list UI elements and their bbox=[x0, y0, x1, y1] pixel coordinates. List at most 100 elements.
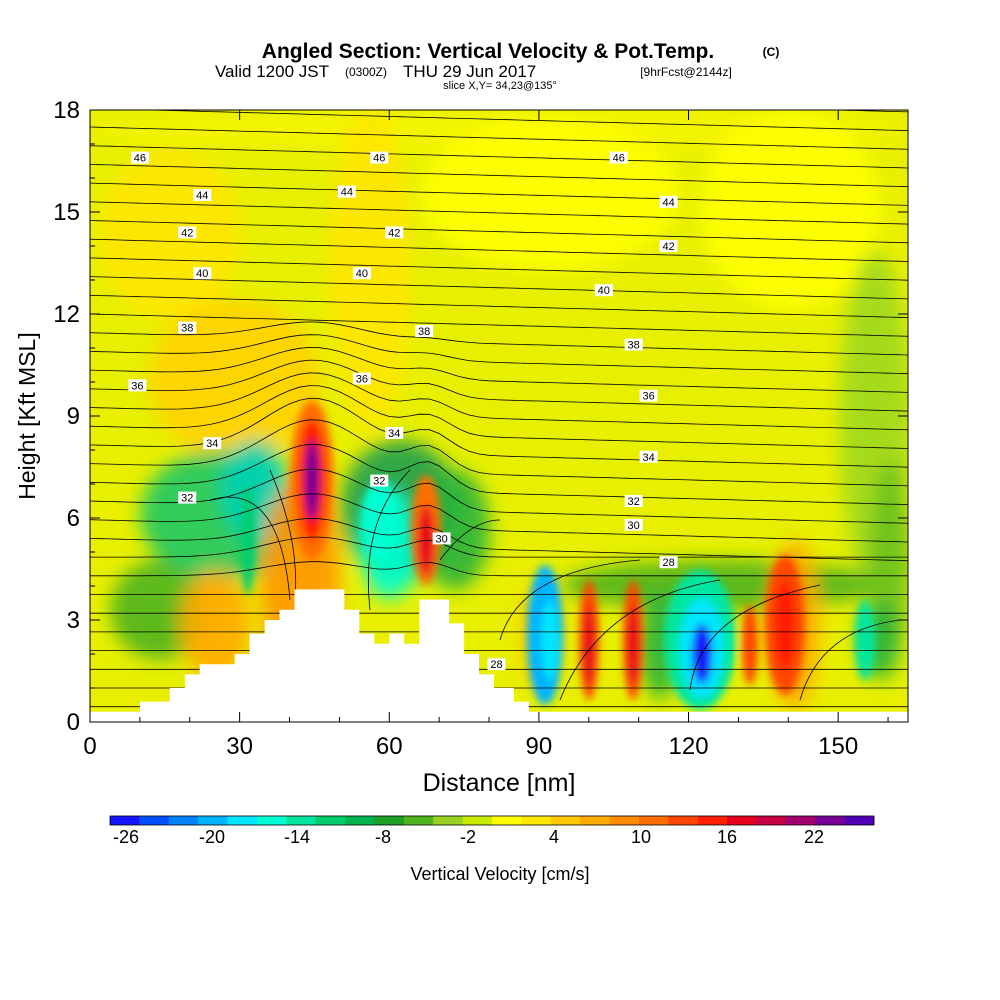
theta-label: 36 bbox=[352, 372, 371, 386]
theta-label-text: 32 bbox=[181, 493, 193, 505]
colorbar-swatch bbox=[521, 816, 552, 825]
theta-label: 40 bbox=[352, 267, 371, 280]
theta-label: 44 bbox=[337, 185, 356, 199]
theta-line bbox=[799, 619, 901, 701]
theta-label-text: 40 bbox=[356, 268, 368, 280]
theta-label-text: 38 bbox=[628, 340, 640, 352]
colorbar-swatch bbox=[550, 816, 581, 825]
theta-label: 44 bbox=[659, 195, 678, 209]
theta-label: 42 bbox=[178, 226, 197, 239]
theta-label-text: 44 bbox=[196, 190, 208, 202]
theta-line bbox=[90, 385, 908, 449]
terrain-mask bbox=[90, 589, 908, 722]
x-tick-label: 120 bbox=[669, 733, 709, 760]
theta-line bbox=[209, 496, 291, 601]
theta-label-text: 44 bbox=[662, 197, 674, 209]
colorbar-swatch bbox=[697, 816, 728, 825]
colorbar-tick-label: 22 bbox=[804, 827, 824, 847]
theta-label-text: 46 bbox=[134, 153, 146, 165]
theta-label: 36 bbox=[128, 379, 147, 392]
theta-label: 34 bbox=[385, 427, 404, 440]
theta-line bbox=[90, 321, 908, 356]
theta-label-text: 32 bbox=[373, 476, 385, 488]
chart-title: Angled Section: Vertical Velocity & Pot.… bbox=[262, 40, 714, 63]
forecast-info: [9hrFcst@2144z] bbox=[640, 65, 732, 79]
colorbar-swatch bbox=[198, 816, 228, 825]
colorbar-swatch bbox=[110, 816, 140, 825]
colorbar-swatch bbox=[727, 816, 757, 825]
theta-labels: 46 46 46 44 44 44 42 42 42 40 40 40 38 38 38 36 36 36 34 34… bbox=[128, 151, 678, 671]
theta-line bbox=[90, 517, 908, 562]
theta-label-text: 40 bbox=[196, 268, 208, 280]
plot-area: 46 46 46 44 44 44 42 42 42 40 40 40 38 38 38 36 36 36 34 34… bbox=[90, 110, 908, 722]
theta-label-text: 36 bbox=[356, 374, 368, 386]
theta-line bbox=[559, 579, 721, 701]
colorbar-tick-label: -20 bbox=[199, 827, 225, 847]
theta-line bbox=[689, 584, 821, 691]
colorbar-swatch bbox=[168, 816, 199, 825]
colorbar-swatch bbox=[785, 816, 816, 825]
theta-line bbox=[90, 201, 908, 225]
theta-label: 44 bbox=[193, 189, 212, 202]
theta-line bbox=[90, 419, 908, 487]
theta-label-text: 42 bbox=[388, 227, 400, 239]
colorbar-tick-label: 4 bbox=[549, 827, 559, 847]
theta-label: 34 bbox=[639, 450, 658, 464]
theta-label: 32 bbox=[178, 491, 197, 505]
theta-label-text: 36 bbox=[131, 380, 143, 392]
theta-label-text: 38 bbox=[418, 326, 430, 338]
colorbar-swatch bbox=[256, 816, 287, 825]
theta-label: 40 bbox=[193, 267, 212, 280]
theta-line bbox=[90, 443, 908, 505]
theta-label: 36 bbox=[639, 389, 658, 403]
colorbar-swatch bbox=[345, 816, 375, 825]
theta-line bbox=[90, 334, 908, 375]
theta-line bbox=[90, 145, 908, 169]
colorbar-swatch bbox=[844, 816, 875, 825]
colorbar-swatch bbox=[315, 816, 346, 825]
theta-label-text: 42 bbox=[181, 227, 193, 239]
y-tick-label: 6 bbox=[67, 505, 80, 532]
colorbar-swatch bbox=[462, 816, 493, 825]
theta-label-text: 30 bbox=[628, 520, 640, 532]
theta-label-text: 46 bbox=[373, 153, 385, 165]
theta-label: 30 bbox=[432, 532, 451, 545]
theta-label-text: 38 bbox=[181, 323, 193, 335]
theta-line bbox=[90, 182, 908, 206]
colorbar-swatch bbox=[756, 816, 787, 825]
theta-line bbox=[439, 519, 501, 561]
colorbar-swatch bbox=[286, 816, 316, 825]
y-tick-label: 0 bbox=[67, 709, 80, 736]
valid-date: THU 29 Jun 2017 bbox=[403, 62, 536, 81]
colorbar-swatch bbox=[227, 816, 258, 825]
theta-label: 28 bbox=[659, 556, 678, 569]
colorbar-swatch bbox=[374, 816, 405, 825]
y-axis-label: Height [Kft MSL] bbox=[14, 332, 40, 499]
x-tick-label: 90 bbox=[526, 733, 553, 760]
colorbar-tick-label: -8 bbox=[375, 827, 391, 847]
valid-time: Valid 1200 JST bbox=[215, 62, 329, 81]
theta-label: 38 bbox=[415, 325, 434, 338]
x-tick-label: 30 bbox=[226, 733, 253, 760]
theta-line bbox=[90, 493, 908, 543]
theta-label: 42 bbox=[385, 226, 404, 239]
theta-line bbox=[269, 469, 297, 601]
theta-label-text: 40 bbox=[598, 285, 610, 297]
theta-line bbox=[90, 359, 908, 412]
utc-time: (0300Z) bbox=[345, 65, 387, 79]
theta-label-text: 42 bbox=[662, 241, 674, 253]
colorbar-tick-label: 10 bbox=[631, 827, 651, 847]
colorbar-swatch bbox=[668, 816, 698, 825]
theta-label-text: 30 bbox=[436, 533, 448, 545]
theta-label: 40 bbox=[594, 284, 613, 297]
theta-label-text: 28 bbox=[490, 659, 502, 671]
colorbar-swatch bbox=[609, 816, 640, 825]
theta-line bbox=[367, 469, 411, 611]
theta-label-text: 34 bbox=[206, 438, 218, 450]
velocity-cores bbox=[241, 400, 875, 710]
y-tick-label: 9 bbox=[67, 403, 80, 430]
colorbar-swatch bbox=[580, 816, 610, 825]
theta-label-text: 44 bbox=[341, 187, 353, 199]
